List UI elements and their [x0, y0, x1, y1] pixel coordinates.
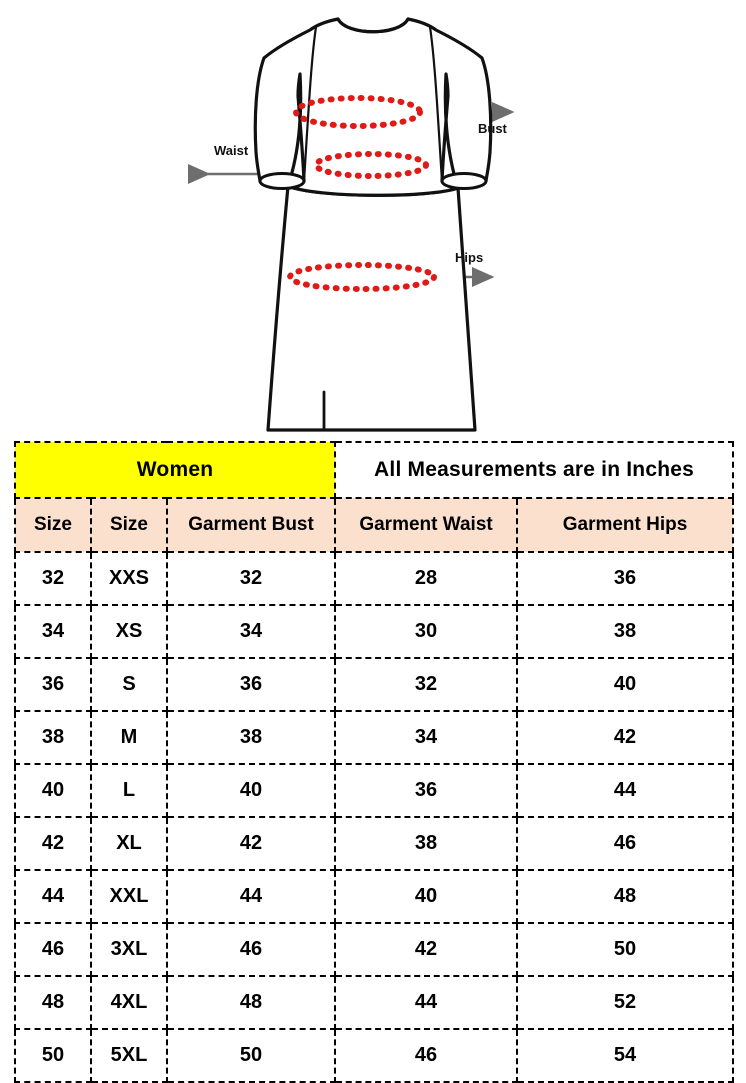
- cell-size-alpha: XXS: [90, 551, 168, 606]
- table-row: 38 M 38 34 42: [14, 710, 735, 765]
- cell-size-alpha: L: [90, 763, 168, 818]
- cell-garment-hips: 44: [516, 763, 735, 818]
- column-header-size-alpha: Size: [90, 497, 168, 553]
- cell-size-alpha: 3XL: [90, 922, 168, 977]
- cell-size-numeric: 36: [14, 657, 92, 712]
- cell-size-numeric: 44: [14, 869, 92, 924]
- cell-garment-hips: 48: [516, 869, 735, 924]
- cell-size-alpha: XXL: [90, 869, 168, 924]
- column-header-garment-waist: Garment Waist: [334, 497, 519, 553]
- cell-size-numeric: 38: [14, 710, 92, 765]
- table-row: 44 XXL 44 40 48: [14, 869, 735, 924]
- cell-garment-hips: 52: [516, 975, 735, 1030]
- cell-garment-waist: 30: [334, 604, 519, 659]
- cell-size-alpha: 5XL: [90, 1028, 168, 1083]
- cell-size-alpha: XS: [90, 604, 168, 659]
- cell-garment-bust: 40: [165, 763, 337, 818]
- cell-garment-hips: 42: [516, 710, 735, 765]
- column-header-garment-bust: Garment Bust: [165, 497, 337, 553]
- cell-garment-waist: 46: [334, 1028, 519, 1083]
- units-note: All Measurements are in Inches: [334, 441, 735, 499]
- cell-garment-waist: 36: [334, 763, 519, 818]
- cell-size-numeric: 40: [14, 763, 92, 818]
- cell-garment-hips: 46: [516, 816, 735, 871]
- hips-measure-band: [287, 262, 437, 292]
- table-row: 36 S 36 32 40: [14, 657, 735, 712]
- column-header-size-numeric: Size: [14, 497, 92, 553]
- cell-garment-waist: 40: [334, 869, 519, 924]
- cell-size-alpha: XL: [90, 816, 168, 871]
- cell-size-alpha: 4XL: [90, 975, 168, 1030]
- dress-outline: [253, 17, 493, 432]
- table-row: 50 5XL 50 46 54: [14, 1028, 735, 1083]
- bust-label: Bust: [478, 121, 508, 136]
- table-row: 42 XL 42 38 46: [14, 816, 735, 871]
- cell-size-numeric: 42: [14, 816, 92, 871]
- bust-measure-band: [293, 95, 423, 129]
- cell-garment-bust: 50: [165, 1028, 337, 1083]
- dress-measurement-illustration: Bust Waist Hips: [0, 0, 746, 440]
- table-row: 40 L 40 36 44: [14, 763, 735, 818]
- table-title-row: Women All Measurements are in Inches: [13, 441, 735, 499]
- cell-size-numeric: 48: [14, 975, 92, 1030]
- cell-garment-hips: 36: [516, 551, 735, 606]
- cell-garment-hips: 40: [516, 657, 735, 712]
- cell-garment-bust: 48: [165, 975, 337, 1030]
- cell-garment-waist: 34: [334, 710, 519, 765]
- cell-size-alpha: S: [90, 657, 168, 712]
- table-row: 46 3XL 46 42 50: [14, 922, 735, 977]
- cell-garment-bust: 38: [165, 710, 337, 765]
- cell-garment-bust: 42: [165, 816, 337, 871]
- cell-garment-bust: 46: [165, 922, 337, 977]
- cell-garment-waist: 32: [334, 657, 519, 712]
- cell-garment-waist: 28: [334, 551, 519, 606]
- cell-garment-hips: 54: [516, 1028, 735, 1083]
- size-chart-table-container: Women All Measurements are in Inches Siz…: [13, 441, 735, 1083]
- waist-measure-band: [313, 151, 429, 179]
- table-row: 48 4XL 48 44 52: [14, 975, 735, 1030]
- cell-garment-bust: 44: [165, 869, 337, 924]
- cell-garment-waist: 38: [334, 816, 519, 871]
- waist-label: Waist: [214, 143, 249, 158]
- cell-size-numeric: 50: [14, 1028, 92, 1083]
- cell-garment-waist: 42: [334, 922, 519, 977]
- cell-garment-bust: 34: [165, 604, 337, 659]
- size-chart-table: Women All Measurements are in Inches Siz…: [13, 441, 735, 1083]
- table-row: 32 XXS 32 28 36: [14, 551, 735, 606]
- column-header-garment-hips: Garment Hips: [516, 497, 735, 553]
- group-label-women: Women: [13, 441, 337, 499]
- cell-garment-hips: 38: [516, 604, 735, 659]
- cell-size-alpha: M: [90, 710, 168, 765]
- cell-garment-waist: 44: [334, 975, 519, 1030]
- hips-label: Hips: [455, 250, 483, 265]
- cell-garment-hips: 50: [516, 922, 735, 977]
- cell-size-numeric: 34: [14, 604, 92, 659]
- table-row: 34 XS 34 30 38: [14, 604, 735, 659]
- cell-garment-bust: 32: [165, 551, 337, 606]
- cell-size-numeric: 46: [14, 922, 92, 977]
- table-header-row: Size Size Garment Bust Garment Waist Gar…: [14, 497, 735, 553]
- cell-garment-bust: 36: [165, 657, 337, 712]
- cell-size-numeric: 32: [14, 551, 92, 606]
